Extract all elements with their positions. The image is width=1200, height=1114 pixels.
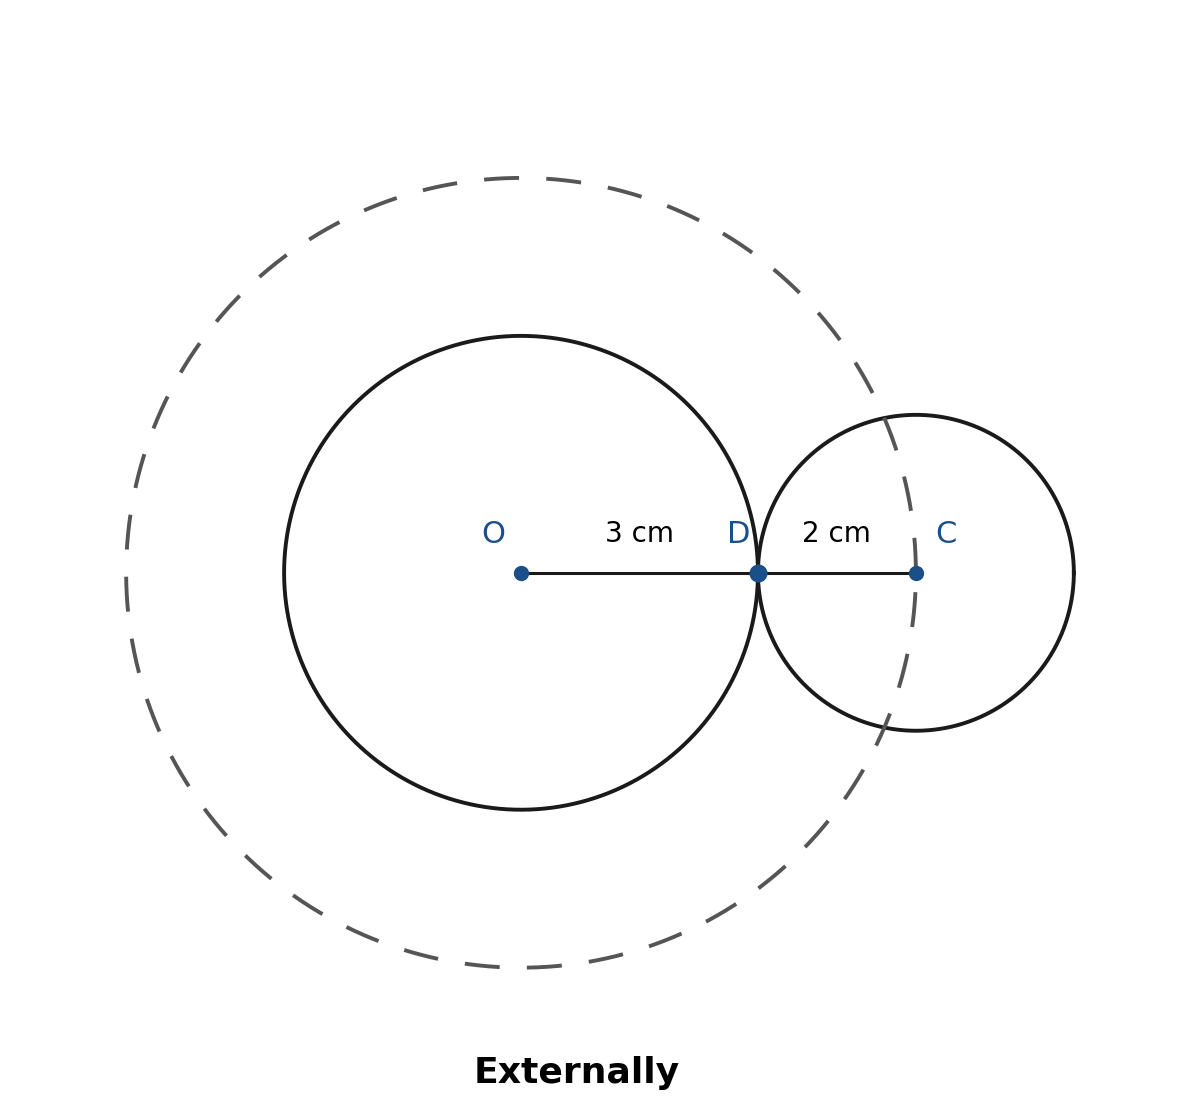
Text: C: C <box>936 520 958 549</box>
Text: 3 cm: 3 cm <box>605 519 674 547</box>
Text: Externally: Externally <box>473 1056 679 1091</box>
Text: O: O <box>481 520 505 549</box>
Text: 2 cm: 2 cm <box>803 519 871 547</box>
Text: D: D <box>727 520 750 549</box>
